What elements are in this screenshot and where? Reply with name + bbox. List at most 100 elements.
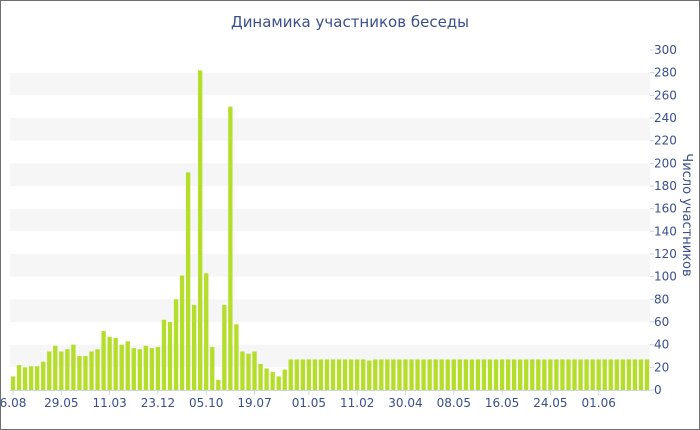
bar [530,359,535,390]
bar [306,359,312,390]
bar [518,359,523,390]
bar [59,351,64,390]
bar [554,359,559,390]
bar [240,351,245,390]
bar [83,356,88,390]
bar [16,365,22,390]
bar [95,349,100,390]
bar [113,337,118,390]
bar [246,353,251,390]
bar [173,299,179,390]
bar [361,359,366,390]
bar [77,356,82,390]
y-axis-ticks: 0 20 40 60 80 100 120 140 160 180 200 220 240 260 280 3… [650,43,677,397]
bar [433,359,438,390]
y-tick-label: 0 [654,383,662,397]
bar [204,273,209,390]
bar [312,359,318,390]
bar [584,359,589,390]
grid-band [10,344,650,368]
bar [258,363,263,390]
bar [578,359,583,390]
bar [385,359,390,390]
x-tick-label: 16.05 [485,396,519,410]
bar [457,359,462,390]
bar [409,359,414,390]
bar [28,366,34,390]
bar [294,359,299,390]
grid-band [10,208,650,232]
bar [469,359,475,390]
x-tick-label: 11.03 [92,396,126,410]
y-tick-label: 20 [654,360,669,374]
x-tick-label: 23.12 [141,396,175,410]
bar [342,359,348,390]
x-tick-label: 11.02 [340,396,374,410]
bar [22,367,28,390]
bar [379,359,384,390]
x-tick-label: 01.06 [581,396,615,410]
bar [608,359,613,390]
bar [475,359,481,390]
bar [282,369,287,390]
y-tick-label: 280 [654,66,677,80]
bar [185,172,191,390]
bar [590,359,595,390]
bar [536,359,541,390]
bar [318,359,324,390]
bar [542,359,547,390]
bar [451,359,456,390]
bar [481,359,487,390]
bar-series [10,70,650,391]
bar [41,361,46,390]
bar [264,368,269,390]
bar [336,359,342,390]
bar [644,359,650,390]
bar [505,359,511,390]
bar [270,371,275,390]
bar [149,348,155,390]
bar [107,336,112,390]
grid-band [10,299,650,322]
bar [499,359,505,390]
x-tick-label: 01.05 [292,396,326,410]
y-tick-label: 140 [654,224,677,238]
bar [167,322,173,390]
bar [614,359,619,390]
chart-title: Динамика участников беседы [230,13,470,31]
bar [137,349,142,390]
bar [626,359,632,390]
bar [161,319,167,390]
x-tick-label: 30.04 [388,396,422,410]
bar [427,359,432,390]
bar [487,359,493,390]
bar [65,349,70,390]
x-tick-label: 08.05 [437,396,471,410]
bar [216,379,221,390]
bar [566,359,571,390]
y-tick-label: 200 [654,156,677,170]
bar [548,359,553,390]
y-tick-label: 220 [654,134,677,148]
bar [288,359,293,390]
bar [179,275,185,390]
bar [198,70,203,391]
x-tick-label: 24.05 [533,396,567,410]
bar [463,359,469,390]
bar [191,305,197,390]
bar [222,305,227,390]
bar [210,346,215,390]
bar [524,359,529,390]
bar [391,359,396,390]
y-tick-label: 120 [654,247,677,261]
bar [355,359,360,390]
bar [373,359,378,390]
x-tick-label: 29.05 [44,396,78,410]
bar [300,359,306,390]
grid-band [10,72,650,96]
grid-bands [10,72,650,368]
y-tick-label: 160 [654,202,677,216]
y-tick-label: 100 [654,270,677,284]
bar [228,106,233,391]
bar [155,346,161,390]
